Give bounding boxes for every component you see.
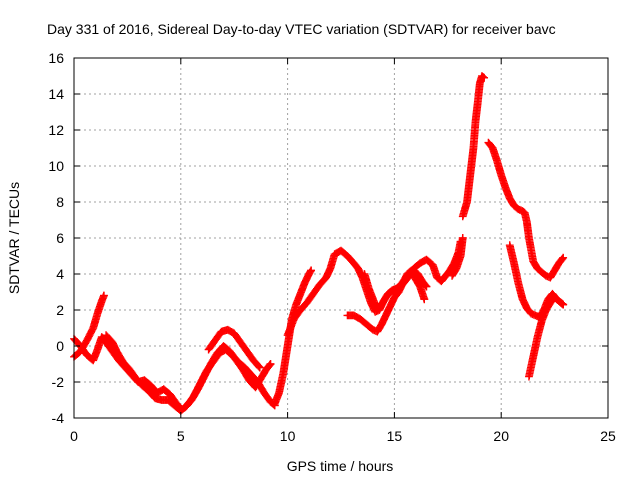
x-tick-label: 5 xyxy=(177,428,185,444)
y-axis-label: SDTVAR / TECUs xyxy=(6,182,22,294)
y-tick-label: 14 xyxy=(48,86,64,102)
data-point xyxy=(266,360,275,368)
x-tick-label: 0 xyxy=(70,428,78,444)
series-track-d xyxy=(181,342,275,412)
data-point xyxy=(559,253,568,262)
data-point xyxy=(558,299,566,308)
series-track-g xyxy=(283,246,431,340)
data-point xyxy=(479,73,487,81)
data-point xyxy=(480,73,489,82)
series-track-l xyxy=(484,138,568,282)
x-axis-label: GPS time / hours xyxy=(287,458,394,474)
y-tick-label: -4 xyxy=(52,410,65,426)
data-point xyxy=(421,281,430,290)
data-point xyxy=(559,300,568,309)
data-point xyxy=(306,267,315,276)
grid-layer xyxy=(74,58,608,418)
tick-layer: 0 5 10 15 20 25 -4 -2 0 2 4 6 8 10 12 14 16 xyxy=(48,50,616,444)
x-tick-label: 10 xyxy=(280,428,296,444)
y-tick-label: 6 xyxy=(56,230,64,246)
y-tick-label: 0 xyxy=(56,338,64,354)
y-tick-label: 12 xyxy=(48,122,64,138)
y-tick-label: 2 xyxy=(56,302,64,318)
y-tick-label: 16 xyxy=(48,50,64,66)
y-tick-label: 8 xyxy=(56,194,64,210)
chart-title: Day 331 of 2016, Sidereal Day-to-day VTE… xyxy=(47,21,556,37)
x-tick-label: 15 xyxy=(387,428,403,444)
series-track-j xyxy=(448,234,467,280)
x-tick-label: 20 xyxy=(493,428,509,444)
data-point xyxy=(420,295,429,304)
y-tick-label: 10 xyxy=(48,158,64,174)
data-point xyxy=(265,361,274,369)
data-point xyxy=(88,325,97,334)
data-point xyxy=(422,282,431,291)
data-point xyxy=(100,291,108,300)
data-point xyxy=(255,363,264,372)
data-point xyxy=(558,254,567,263)
y-tick-label: -2 xyxy=(52,374,65,390)
data-point xyxy=(307,266,315,275)
data-point xyxy=(458,234,467,242)
series-track-b xyxy=(70,291,108,361)
y-tick-label: 4 xyxy=(56,266,64,282)
series-track-e xyxy=(204,325,264,372)
series-track-m xyxy=(505,241,568,322)
series-track-k xyxy=(458,72,489,221)
series-track-f xyxy=(270,266,315,408)
series-track-n xyxy=(525,293,568,381)
series-track-h xyxy=(343,266,429,336)
x-tick-label: 25 xyxy=(600,428,616,444)
data-point xyxy=(255,362,263,371)
data-marks xyxy=(70,72,568,415)
